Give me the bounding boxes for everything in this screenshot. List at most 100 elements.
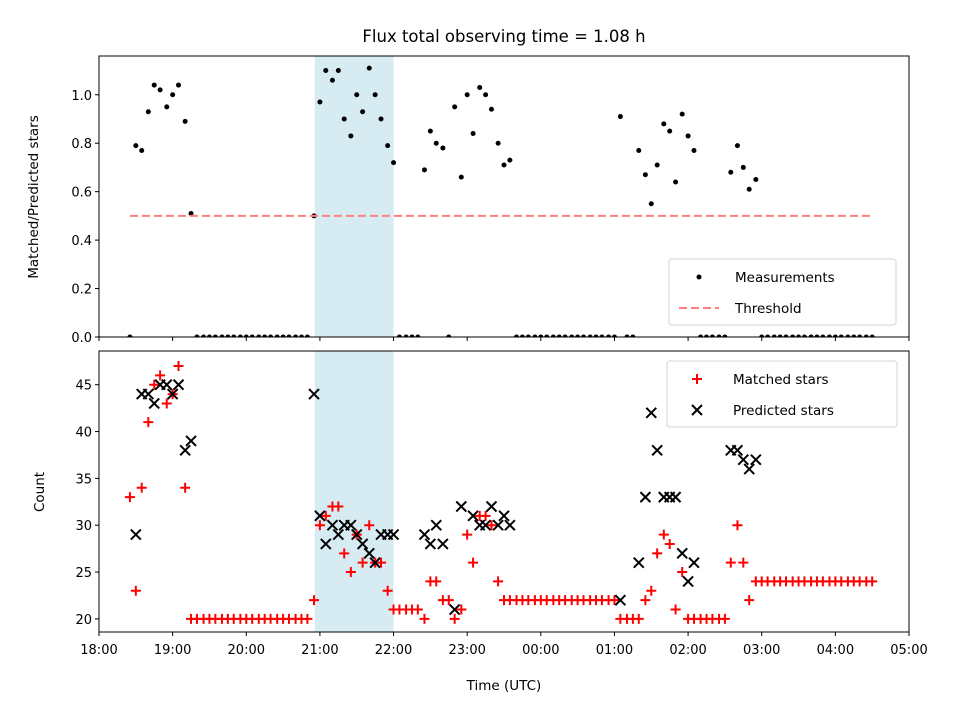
- top-measurements-marker: [863, 334, 869, 337]
- top-measurements-marker: [562, 334, 568, 337]
- bottom-predicted-stars-marker: [504, 519, 516, 531]
- top-measurements-marker: [654, 162, 660, 168]
- top-measurements-marker: [808, 334, 814, 337]
- bottom-predicted-stars-marker: [498, 510, 510, 522]
- top-measurements-marker: [593, 334, 599, 337]
- bottom-predicted-stars-marker: [148, 397, 160, 410]
- bottom-predicted-stars-marker: [731, 444, 744, 456]
- top-measurements-marker: [648, 201, 654, 207]
- top-measurements-marker: [501, 162, 507, 168]
- top-axes-frame: [98, 55, 910, 338]
- top-measurements-marker: [801, 334, 807, 337]
- top-measurements-marker: [838, 334, 844, 337]
- bottom-matched-stars-marker: [419, 613, 430, 624]
- bottom-matched-stars-marker: [493, 576, 504, 587]
- bottom-xtick-label: 01:00: [596, 643, 633, 658]
- top-measurements-marker: [532, 334, 538, 337]
- top-measurements-marker: [525, 334, 531, 337]
- bottom-predicted-stars-marker: [633, 556, 645, 569]
- bottom-predicted-stars-marker: [424, 538, 437, 550]
- bottom-ytick-label: 25: [75, 566, 92, 581]
- top-measurements-marker: [783, 334, 789, 337]
- bottom-matched-stars-marker: [155, 370, 166, 381]
- top-measurements-marker: [753, 177, 759, 183]
- top-ytick-label: 0.2: [71, 283, 92, 298]
- bottom-matched-stars-marker: [320, 510, 331, 521]
- top-measurements-marker: [225, 334, 231, 337]
- bottom-predicted-stars-marker: [142, 388, 155, 400]
- top-measurements-marker: [433, 140, 439, 146]
- bottom-predicted-stars-marker: [369, 556, 381, 569]
- top-measurements-marker: [722, 334, 728, 337]
- top-measurements-marker: [606, 334, 612, 337]
- bottom-predicted-stars-marker: [750, 453, 762, 466]
- top-highlight-span: [314, 56, 394, 337]
- bottom-ytick-label: 40: [75, 426, 92, 441]
- top-measurements-marker: [212, 334, 218, 337]
- bottom-predicted-stars-marker: [179, 444, 191, 456]
- bottom-matched-stars-marker: [658, 529, 669, 540]
- bottom-axes-frame: [98, 350, 910, 633]
- bottom-matched-stars-marker: [744, 595, 755, 606]
- top-measurements-marker: [329, 77, 335, 83]
- top-measurements-marker: [145, 109, 151, 115]
- bottom-predicted-stars-marker: [314, 510, 326, 522]
- bottom-predicted-stars-marker: [455, 500, 467, 513]
- bottom-predicted-stars-marker: [172, 379, 185, 391]
- top-measurements-marker: [765, 334, 771, 337]
- bottom-predicted-stars-marker: [737, 453, 750, 466]
- top-measurements-marker: [556, 334, 562, 337]
- top-measurements-marker: [845, 334, 851, 337]
- bottom-matched-stars-marker: [462, 529, 473, 540]
- bottom-legend-predicted-stars-label: Predicted stars: [733, 403, 834, 419]
- top-measurements-marker: [133, 143, 139, 149]
- bottom-predicted-stars-marker: [651, 444, 663, 456]
- top-measurements-marker: [642, 172, 648, 178]
- bottom-matched-stars-marker: [867, 576, 878, 587]
- bottom-matched-stars-marker: [309, 595, 320, 606]
- top-measurements-marker: [814, 334, 820, 337]
- bottom-matched-stars-marker: [364, 520, 375, 531]
- top-measurements-marker: [483, 92, 489, 98]
- top-measurements-marker: [544, 334, 550, 337]
- top-measurements-marker: [477, 84, 483, 90]
- top-legend-threshold-label: Threshold: [734, 301, 802, 317]
- top-measurements-marker: [759, 334, 765, 337]
- bottom-matched-stars-marker: [738, 557, 749, 568]
- bottom-matched-stars-marker: [486, 520, 497, 531]
- bottom-predicted-stars-marker: [485, 500, 498, 513]
- bottom-xtick-label: 00:00: [522, 643, 559, 658]
- bottom-matched-stars-marker: [652, 548, 663, 559]
- bottom-xtick-label: 20:00: [228, 643, 265, 658]
- top-measurements-marker: [599, 334, 605, 337]
- top-measurements-marker: [488, 106, 494, 112]
- bottom-predicted-stars-marker: [326, 519, 339, 531]
- top-measurements-marker: [262, 334, 268, 337]
- bottom-matched-stars-marker: [480, 510, 491, 521]
- bottom-predicted-stars-marker: [467, 510, 479, 522]
- bottom-matched-stars-marker: [333, 501, 344, 512]
- top-measurements-marker: [182, 118, 188, 124]
- bottom-predicted-stars-marker: [185, 435, 197, 447]
- top-measurements-marker: [268, 334, 274, 337]
- bottom-matched-stars-marker: [456, 604, 467, 615]
- bottom-matched-stars-marker: [431, 576, 442, 587]
- top-measurements-marker: [691, 147, 697, 153]
- bottom-matched-stars-marker: [677, 567, 688, 578]
- bottom-predicted-stars-marker: [669, 491, 682, 503]
- bottom-matched-stars-marker: [302, 613, 313, 624]
- top-measurements-marker: [286, 334, 292, 337]
- bottom-legend: Matched stars Predicted stars: [666, 360, 898, 428]
- top-measurements-marker: [427, 128, 433, 134]
- top-measurements-marker: [415, 334, 421, 337]
- top-measurements-marker: [851, 334, 857, 337]
- top-panel: 0.0 0.2 0.4 0.6 0.8 1.0 Measurements Threshold: [71, 55, 910, 346]
- top-measurements-marker: [176, 82, 182, 88]
- top-measurements-marker: [464, 92, 470, 98]
- top-measurements-marker: [667, 128, 673, 134]
- top-measurements-marker: [231, 334, 237, 337]
- top-measurements-marker: [832, 334, 838, 337]
- bottom-legend-box: [666, 360, 898, 428]
- top-measurements-marker: [164, 104, 170, 110]
